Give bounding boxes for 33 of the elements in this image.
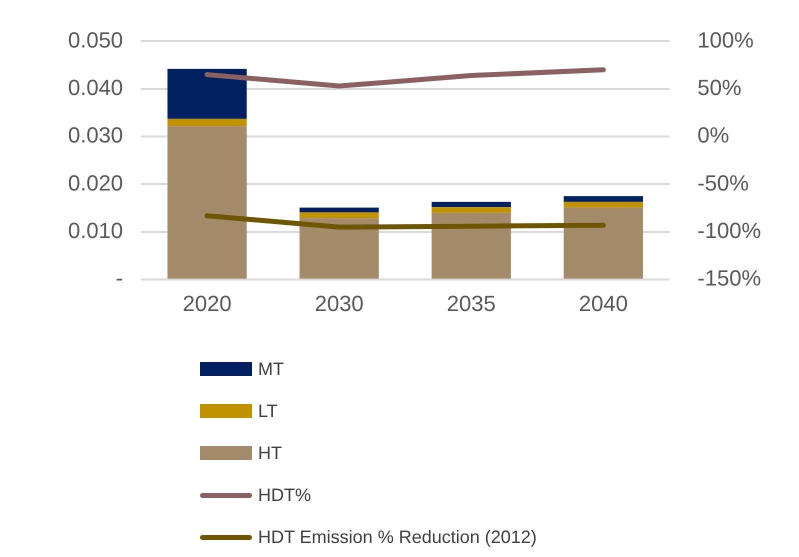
y-tick-label: - — [116, 266, 124, 291]
bar — [167, 68, 247, 119]
legend-label: HDT Emission % Reduction (2012) — [258, 526, 537, 548]
y-tick-label: 0.010 — [68, 218, 124, 243]
legend-label: LT — [258, 400, 278, 422]
bar — [300, 218, 379, 279]
x-tick-label: 2020 — [182, 290, 232, 316]
x-tick-label: 2030 — [314, 290, 364, 316]
y-tick-label: 0.030 — [68, 122, 124, 148]
y-tick-label: 0.020 — [68, 170, 124, 196]
bar — [167, 118, 247, 126]
bar — [300, 208, 379, 212]
legend-label: HDT% — [258, 484, 311, 506]
bar — [564, 196, 643, 202]
legend-label: HT — [258, 442, 282, 464]
bar — [432, 202, 511, 208]
y2-tick-label: -50% — [697, 170, 749, 196]
bar — [564, 202, 643, 208]
y2-tick-label: 0% — [697, 122, 730, 148]
legend-label: MT — [258, 358, 284, 380]
bar — [167, 126, 247, 279]
y2-tick-label: 100% — [697, 27, 754, 52]
y2-tick-label: 50% — [697, 74, 742, 100]
bar — [432, 207, 511, 213]
bar — [300, 212, 379, 218]
y2-tick-label: -150% — [697, 266, 761, 291]
y2-tick-label: -100% — [697, 218, 761, 243]
y-tick-label: 0.040 — [68, 74, 124, 100]
x-tick-label: 2035 — [446, 290, 496, 316]
x-tick-label: 2040 — [578, 290, 628, 316]
bar — [564, 208, 643, 279]
bar — [432, 212, 511, 279]
y-tick-label: 0.050 — [68, 27, 124, 52]
